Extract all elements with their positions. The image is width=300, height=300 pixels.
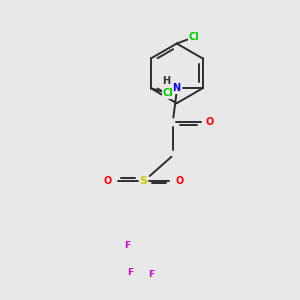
Text: Cl: Cl	[163, 88, 174, 98]
Text: F: F	[148, 270, 154, 279]
Text: H: H	[163, 76, 171, 86]
Text: Cl: Cl	[189, 32, 200, 42]
Text: F: F	[128, 268, 134, 277]
Text: F: F	[124, 241, 130, 250]
Text: O: O	[176, 176, 184, 186]
Text: N: N	[172, 83, 181, 93]
Text: S: S	[140, 176, 148, 186]
Text: O: O	[205, 118, 214, 128]
Text: O: O	[103, 176, 112, 186]
